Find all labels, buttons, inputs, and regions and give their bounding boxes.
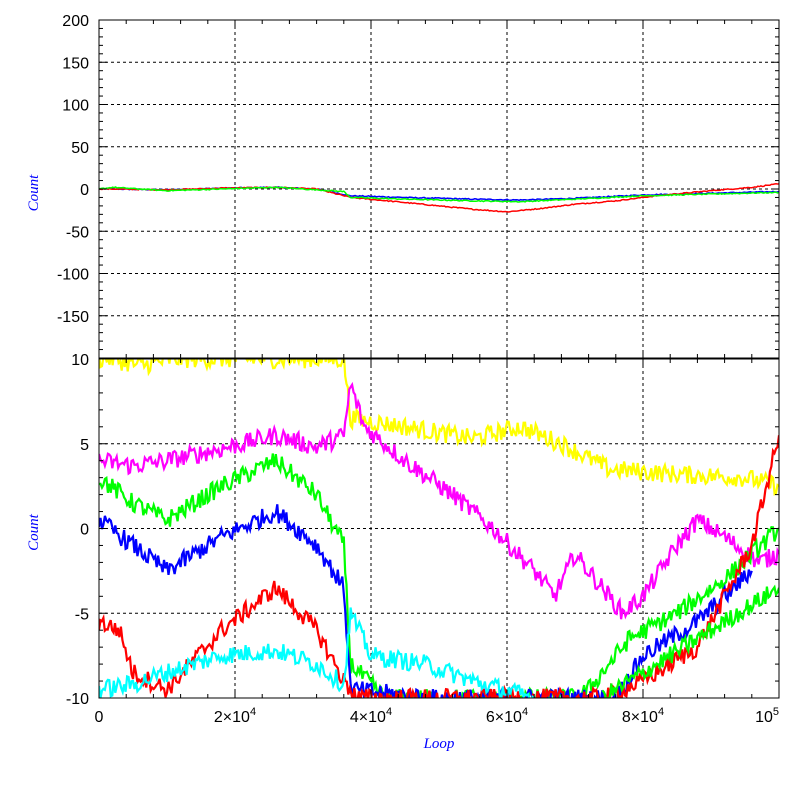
series-line — [99, 359, 779, 496]
x-tick-exponent: 4 — [386, 706, 392, 718]
series-line — [99, 504, 753, 698]
y-tick-label: 200 — [62, 13, 89, 30]
top-y-axis-title: Count — [26, 174, 42, 212]
y-tick-label: -5 — [75, 606, 89, 623]
bottom-y-tick-labels: 10 5 0 -5 -10 — [66, 352, 89, 708]
x-tick-exponent: 4 — [658, 706, 664, 718]
series-line — [601, 584, 779, 698]
series-line — [99, 453, 779, 698]
bottom-tick-marks — [98, 358, 780, 699]
y-tick-label: 50 — [71, 140, 89, 157]
top-y-tick-labels: 200 150 100 50 0 -50 -100 -150 — [57, 13, 89, 326]
x-tick-exponent: 5 — [773, 706, 779, 718]
top-series-group — [99, 183, 779, 213]
y-tick-label: -50 — [66, 224, 89, 241]
top-panel: 200 150 100 50 0 -50 -100 -150 Count — [26, 13, 780, 359]
x-tick-labels: 0 2×104 4×104 6×104 8×104 105 — [95, 706, 779, 726]
y-tick-label: 100 — [62, 98, 89, 115]
y-tick-label: 10 — [71, 352, 89, 369]
y-tick-label: -150 — [57, 309, 89, 326]
y-tick-label: -100 — [57, 267, 89, 284]
y-tick-label: 0 — [80, 182, 89, 199]
x-tick-exponent: 4 — [250, 706, 256, 718]
bottom-series-group — [99, 359, 779, 698]
series-line — [99, 435, 779, 698]
y-tick-label: 0 — [80, 522, 89, 539]
bottom-y-axis-title: Count — [26, 513, 42, 551]
y-tick-label: 150 — [62, 55, 89, 72]
x-tick-exponent: 4 — [522, 706, 528, 718]
x-tick-label: 2×104 — [214, 706, 256, 726]
series-line — [99, 381, 779, 620]
y-tick-label: 5 — [80, 437, 89, 454]
x-tick-label: 8×104 — [622, 706, 664, 726]
top-gridlines — [99, 20, 779, 358]
x-tick-label: 0 — [95, 709, 104, 726]
x-axis-title: Loop — [423, 736, 455, 752]
x-tick-label: 6×104 — [486, 706, 528, 726]
series-line — [99, 186, 779, 203]
series-line — [99, 607, 535, 698]
x-tick-label: 105 — [755, 706, 779, 726]
top-tick-marks — [98, 19, 780, 359]
x-tick-label: 4×104 — [350, 706, 392, 726]
y-tick-label: -10 — [66, 691, 89, 708]
